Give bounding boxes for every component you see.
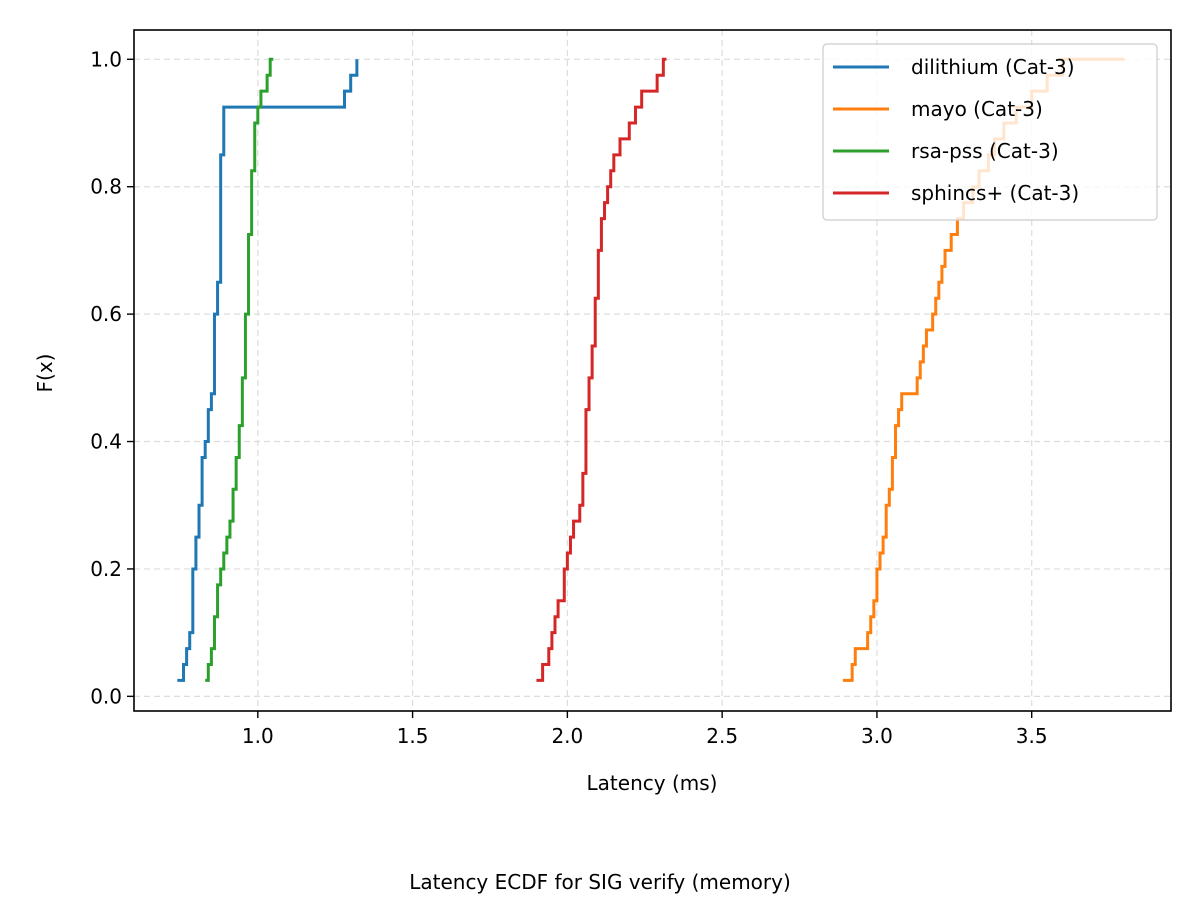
x-tick-label: 1.0	[242, 724, 274, 748]
y-tick-label: 0.2	[90, 557, 122, 581]
legend: dilithium (Cat-3) mayo (Cat-3) rsa-pss (Ca…	[822, 43, 1158, 221]
y-tick-label: 0.4	[90, 430, 122, 454]
series-line-2	[205, 57, 274, 682]
legend-entry: sphincs+ (Cat-3)	[911, 181, 1079, 205]
x-tick-label: 3.5	[1016, 724, 1048, 748]
legend-entry: rsa-pss (Cat-3)	[911, 139, 1059, 163]
y-axis-label: F(x)	[33, 354, 57, 393]
chart-caption: Latency ECDF for SIG verify (memory)	[409, 870, 791, 894]
x-tick-label: 1.5	[397, 724, 429, 748]
legend-entry: mayo (Cat-3)	[911, 97, 1043, 121]
legend-entry: dilithium (Cat-3)	[911, 55, 1075, 79]
series-line-3	[536, 57, 667, 682]
series-line-0	[177, 59, 359, 682]
y-tick-label: 0.8	[90, 175, 122, 199]
axis-ticks: 1.0 1.5 2.0 2.5 3.0 3.5 0.0 0.2 0.4 0.6 0.8 1.0	[90, 47, 1047, 748]
legend-box	[822, 43, 1158, 221]
x-tick-label: 2.0	[551, 724, 583, 748]
x-tick-label: 2.5	[706, 724, 738, 748]
plot-frame	[133, 29, 1172, 712]
y-tick-label: 0.6	[90, 302, 122, 326]
y-tick-label: 1.0	[90, 47, 122, 71]
y-tick-label: 0.0	[90, 684, 122, 708]
x-axis-label: Latency (ms)	[587, 771, 718, 795]
x-tick-label: 3.0	[861, 724, 893, 748]
